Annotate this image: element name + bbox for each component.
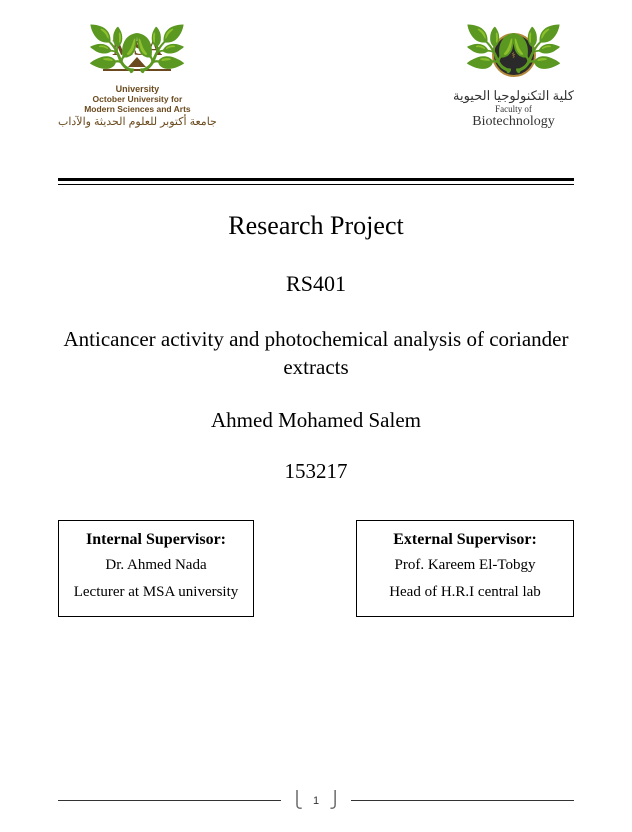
msa-logo: 🌿 MSA 🌿 University October University fo… (58, 24, 217, 128)
biotech-line2: Biotechnology (472, 114, 554, 130)
divider-double (58, 178, 574, 185)
msa-emblem: 🌿 MSA 🌿 (89, 24, 185, 82)
page-container: 🌿 MSA 🌿 University October University fo… (0, 0, 632, 617)
bracket-right-icon: ⎭ (329, 790, 341, 810)
footer-line-right (351, 800, 574, 801)
page-number: 1 (313, 795, 319, 807)
logo-row: 🌿 MSA 🌿 University October University fo… (58, 24, 574, 130)
msa-line1: University (116, 84, 160, 94)
biotech-arabic: كلية التكنولوجيا الحيوية (453, 88, 574, 104)
laurel-right-icon: 🌿 (133, 28, 188, 72)
student-id: 153217 (58, 459, 574, 484)
internal-supervisor-box: Internal Supervisor: Dr. Ahmed Nada Lect… (58, 520, 254, 617)
msa-line2: October University for (93, 94, 183, 104)
biotech-line1: Faculty of (495, 104, 532, 114)
course-code: RS401 (58, 271, 574, 297)
project-title: Anticancer activity and photochemical an… (58, 325, 574, 382)
supervisors-row: Internal Supervisor: Dr. Ahmed Nada Lect… (58, 520, 574, 617)
external-name: Prof. Kareem El-Tobgy (367, 557, 563, 574)
external-role: Head of H.R.I central lab (367, 582, 563, 602)
internal-heading: Internal Supervisor: (69, 531, 243, 549)
bracket-left-icon: ⎩ (291, 790, 303, 810)
main-title: Research Project (58, 211, 574, 241)
biotech-logo: 🌿 ⚕ 🌿 كلية التكنولوجيا الحيوية Faculty o… (453, 24, 574, 130)
footer-line-left (58, 800, 281, 801)
external-supervisor-box: External Supervisor: Prof. Kareem El-Tob… (356, 520, 574, 617)
page-number-wrap: ⎩ 1 ⎭ (281, 790, 351, 810)
title-block: Research Project RS401 Anticancer activi… (58, 211, 574, 484)
internal-name: Dr. Ahmed Nada (69, 557, 243, 574)
external-heading: External Supervisor: (367, 531, 563, 549)
author-name: Ahmed Mohamed Salem (58, 408, 574, 433)
msa-arabic: جامعة أكتوبر للعلوم الحديثة والآداب (58, 115, 217, 128)
page-footer: ⎩ 1 ⎭ (58, 790, 574, 810)
msa-line3: Modern Sciences and Arts (84, 104, 190, 114)
biotech-emblem: 🌿 ⚕ 🌿 (466, 24, 562, 86)
laurel-right-icon: 🌿 (509, 28, 564, 72)
internal-role: Lecturer at MSA university (69, 582, 243, 602)
